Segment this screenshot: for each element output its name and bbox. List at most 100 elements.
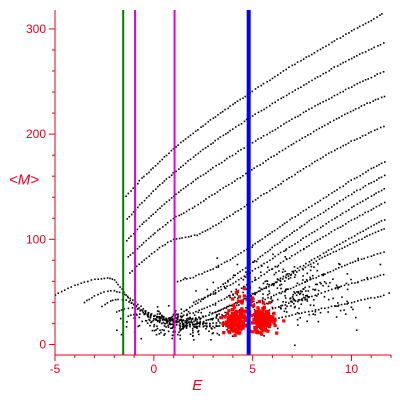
cluster-point (297, 291, 300, 293)
cluster-point (253, 300, 255, 303)
band-point-1 (185, 323, 188, 325)
highlight-point (271, 317, 275, 321)
band-point-0 (87, 280, 89, 283)
cluster-point (301, 290, 303, 293)
band-point-13 (373, 224, 375, 226)
band-point-11 (342, 185, 345, 187)
band-point-3 (352, 241, 355, 244)
band-point-1 (314, 294, 317, 297)
cluster-point (278, 270, 280, 272)
cluster-point (178, 319, 181, 322)
band-point-9 (219, 136, 222, 138)
cluster-point (305, 279, 308, 281)
highlight-point (243, 324, 247, 328)
band-point-6 (237, 210, 239, 212)
cluster-point (212, 281, 215, 284)
cluster-point (192, 329, 194, 332)
band-point-11 (257, 241, 259, 243)
cluster-point (251, 292, 254, 295)
band-point-10 (316, 50, 319, 52)
band-point-10 (350, 30, 353, 32)
highlight-point (265, 316, 269, 320)
band-point-5 (257, 258, 259, 260)
band-point-12 (283, 250, 285, 252)
band-point-7 (216, 191, 219, 193)
band-point-11 (380, 162, 383, 165)
band-point-3 (139, 309, 141, 311)
band-point-7 (225, 185, 227, 188)
cluster-point (304, 295, 307, 297)
band-point-5 (356, 189, 358, 192)
cluster-point (151, 329, 154, 332)
highlight-point (264, 329, 268, 333)
cluster-point (167, 317, 170, 320)
band-point-8 (311, 107, 313, 109)
cluster-point (187, 317, 189, 320)
highlight-point (231, 319, 236, 323)
band-point-8 (192, 180, 194, 183)
band-point-13 (235, 301, 237, 304)
band-point-3 (144, 311, 147, 314)
y-tick-label: 100 (26, 232, 46, 246)
band-point-0 (357, 300, 359, 302)
cluster-point (313, 299, 315, 301)
band-point-0 (304, 311, 306, 313)
band-point-5 (293, 230, 296, 232)
band-point-13 (294, 269, 297, 272)
band-point-5 (327, 207, 330, 210)
band-point-12 (269, 259, 271, 262)
band-point-2 (106, 302, 109, 304)
band-point-12 (288, 246, 291, 248)
band-point-4 (353, 218, 356, 220)
highlight-point (256, 306, 260, 310)
band-point-1 (209, 322, 211, 325)
cluster-point (157, 316, 160, 318)
band-point-7 (278, 151, 281, 153)
band-point-8 (294, 116, 296, 119)
cluster-point (316, 269, 319, 272)
band-point-10 (381, 13, 383, 15)
cluster-point (306, 272, 309, 275)
band-point-12 (378, 191, 380, 193)
band-point-1 (311, 295, 313, 298)
band-point-2 (109, 300, 112, 302)
band-point-13 (370, 225, 372, 228)
band-point-5 (276, 243, 279, 245)
band-point-2 (366, 256, 369, 258)
cluster-point (258, 286, 261, 289)
cluster-point (297, 324, 299, 326)
band-point-11 (180, 279, 182, 282)
band-point-6 (280, 183, 282, 185)
cluster-point (172, 313, 175, 316)
band-point-5 (308, 219, 311, 222)
band-point-3 (273, 283, 275, 285)
highlight-point (241, 320, 245, 324)
band-point-3 (349, 243, 351, 245)
band-point-6 (212, 225, 214, 228)
highlight-point (256, 320, 260, 324)
highlight-point (242, 294, 246, 298)
band-point-7 (292, 142, 295, 145)
cluster-point (379, 263, 382, 266)
highlight-point (257, 318, 262, 322)
cluster-point (302, 293, 304, 296)
band-point-12 (251, 270, 254, 272)
cluster-point (189, 333, 192, 335)
band-point-13 (268, 283, 270, 286)
band-point-10 (242, 97, 244, 99)
band-point-0 (129, 299, 131, 302)
band-point-11 (297, 214, 299, 216)
band-point-11 (339, 186, 341, 189)
band-point-2 (295, 285, 298, 287)
band-point-12 (229, 284, 232, 286)
band-point-13 (228, 304, 231, 307)
highlight-point (275, 331, 279, 335)
highlight-point (231, 297, 235, 301)
band-point-4 (203, 307, 206, 310)
band-point-1 (91, 296, 93, 299)
band-point-7 (150, 235, 152, 238)
cluster-point (165, 320, 168, 322)
cluster-point (216, 313, 218, 316)
cluster-point (285, 301, 287, 304)
band-point-5 (273, 244, 276, 247)
